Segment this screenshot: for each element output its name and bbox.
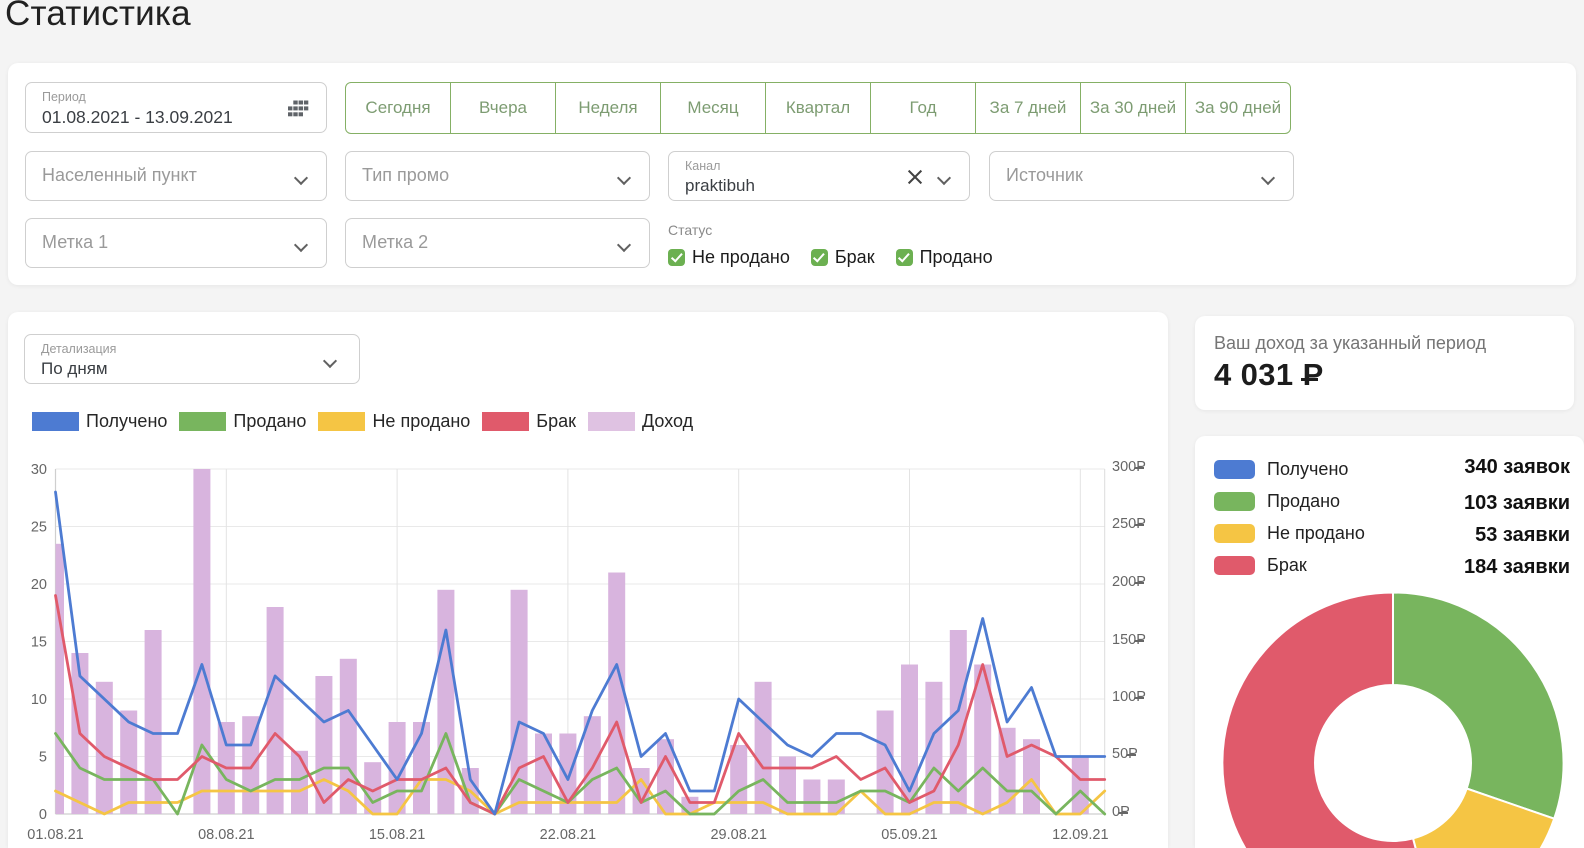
- svg-text:25: 25: [31, 520, 47, 536]
- svg-text:30: 30: [31, 462, 47, 478]
- svg-text:10: 10: [31, 692, 47, 708]
- svg-text:08.08.21: 08.08.21: [198, 827, 254, 843]
- svg-text:5: 5: [39, 750, 47, 766]
- svg-text:20: 20: [31, 577, 47, 593]
- svg-text:15: 15: [31, 635, 47, 651]
- svg-text:01.08.21: 01.08.21: [27, 827, 83, 843]
- svg-text:29.08.21: 29.08.21: [710, 827, 766, 843]
- svg-text:22.08.21: 22.08.21: [540, 827, 596, 843]
- svg-text:15.08.21: 15.08.21: [369, 827, 425, 843]
- svg-text:12.09.21: 12.09.21: [1052, 827, 1108, 843]
- svg-text:0: 0: [39, 807, 47, 823]
- svg-text:05.09.21: 05.09.21: [881, 827, 937, 843]
